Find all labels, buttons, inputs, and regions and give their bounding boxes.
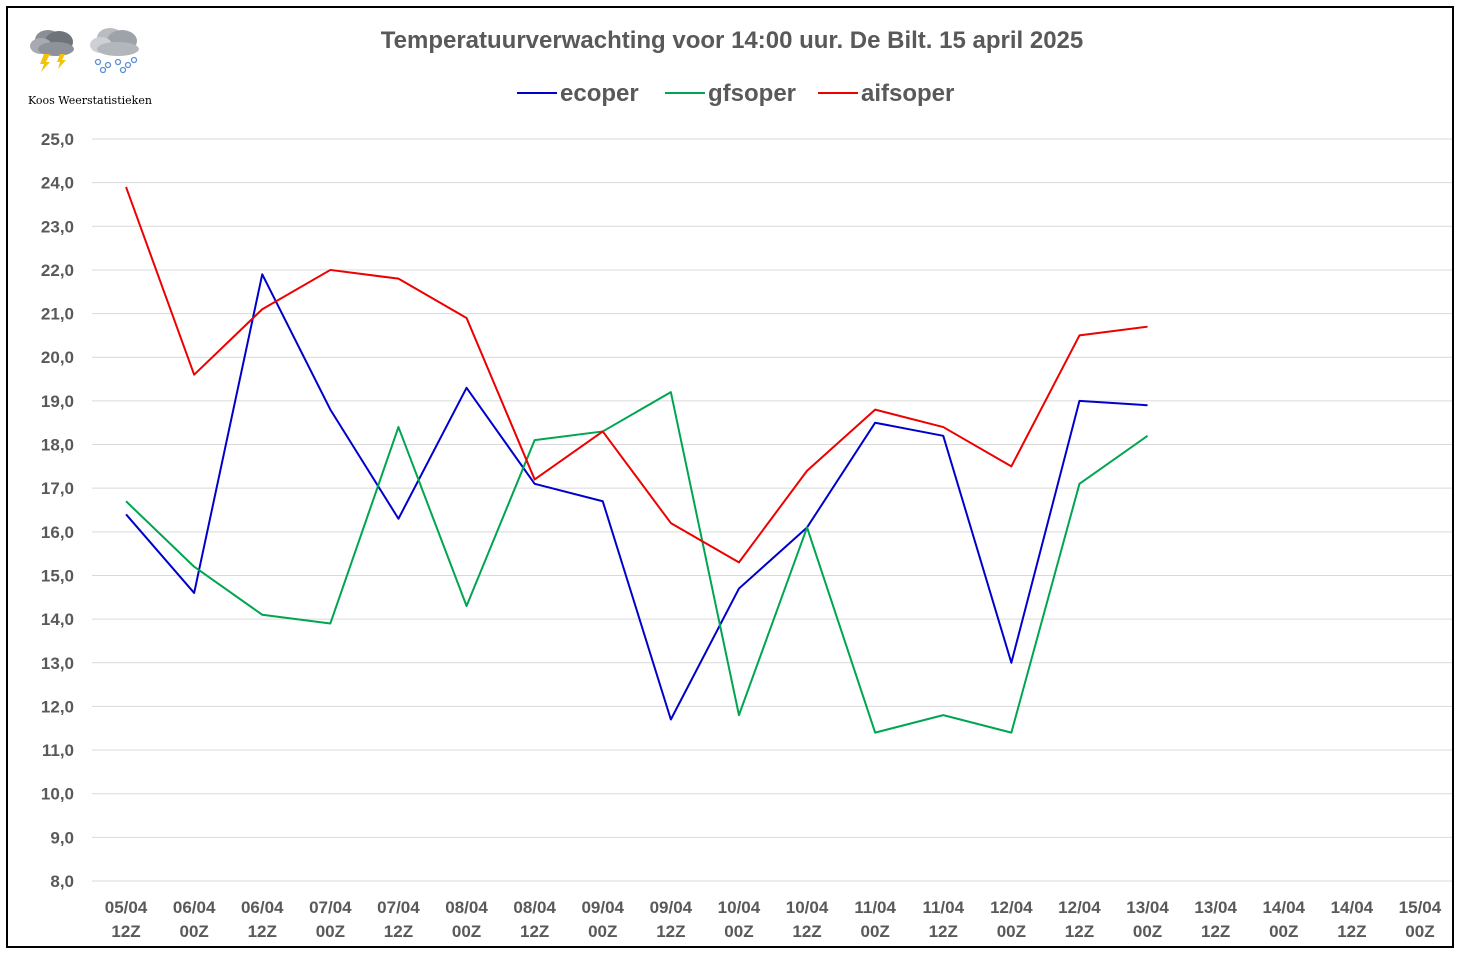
y-tick-label: 16,0	[41, 523, 74, 542]
x-tick-label: 08/04	[445, 898, 488, 917]
x-tick-label: 00Z	[180, 922, 209, 941]
y-tick-label: 9,0	[50, 828, 74, 847]
x-tick-label: 12Z	[1065, 922, 1094, 941]
x-tick-label: 13/04	[1194, 898, 1237, 917]
x-tick-label: 12Z	[111, 922, 140, 941]
series-line-aifsoper	[125, 186, 1148, 564]
x-tick-label: 00Z	[588, 922, 617, 941]
x-tick-label: 00Z	[861, 922, 890, 941]
x-tick-label: 13/04	[1126, 898, 1169, 917]
chart-frame: Koos Weerstatistieken Temperatuurverwach…	[6, 6, 1454, 948]
series-line-ecoper	[125, 273, 1148, 721]
x-tick-label: 00Z	[316, 922, 345, 941]
y-tick-label: 19,0	[41, 392, 74, 411]
y-tick-label: 18,0	[41, 436, 74, 455]
x-tick-label: 00Z	[1269, 922, 1298, 941]
x-axis-ticks: 05/04 12Z 06/04 00Z 06/04 12Z 07/04 00Z 07/04 12Z…	[105, 898, 1442, 941]
x-tick-label: 11/04	[922, 898, 964, 917]
y-tick-label: 21,0	[41, 305, 74, 324]
thunderstorm-cloud-icon	[26, 22, 80, 77]
legend: ecoper gfsoper aifsoper	[517, 80, 954, 107]
legend-label-ecoper: ecoper	[560, 80, 639, 107]
x-tick-label: 06/04	[241, 898, 284, 917]
x-tick-label: 12Z	[656, 922, 685, 941]
x-tick-label: 00Z	[1133, 922, 1162, 941]
legend-label-aifsoper: aifsoper	[861, 80, 954, 107]
x-tick-label: 11/04	[854, 898, 896, 917]
x-tick-label: 07/04	[377, 898, 420, 917]
chart-title: Temperatuurverwachting voor 14:00 uur. D…	[381, 27, 1083, 54]
legend-label-gfsoper: gfsoper	[708, 80, 796, 107]
x-tick-label: 00Z	[997, 922, 1026, 941]
x-tick-label: 07/04	[309, 898, 352, 917]
x-tick-label: 10/04	[718, 898, 761, 917]
x-tick-label: 12Z	[248, 922, 277, 941]
x-tick-label: 12Z	[1201, 922, 1230, 941]
x-tick-label: 00Z	[452, 922, 481, 941]
x-tick-label: 14/04	[1331, 898, 1374, 917]
logo-caption: Koos Weerstatistieken	[28, 94, 152, 107]
y-tick-label: 22,0	[41, 261, 74, 280]
x-tick-label: 09/04	[650, 898, 693, 917]
snow-cloud-icon	[86, 22, 146, 79]
y-tick-label: 25,0	[41, 130, 74, 149]
x-tick-label: 15/04	[1399, 898, 1442, 917]
x-tick-label: 10/04	[786, 898, 829, 917]
x-tick-label: 12Z	[520, 922, 549, 941]
y-tick-label: 17,0	[41, 479, 74, 498]
gridlines	[92, 138, 1452, 882]
y-tick-label: 11,0	[42, 741, 74, 760]
x-tick-label: 12Z	[1337, 922, 1366, 941]
x-tick-label: 00Z	[724, 922, 753, 941]
x-tick-label: 14/04	[1262, 898, 1305, 917]
y-tick-label: 13,0	[41, 654, 74, 673]
y-tick-label: 12,0	[41, 697, 74, 716]
x-tick-label: 09/04	[581, 898, 624, 917]
line-chart: Temperatuurverwachting voor 14:00 uur. D…	[41, 27, 1452, 941]
y-tick-label: 15,0	[41, 566, 74, 585]
y-tick-label: 8,0	[50, 872, 74, 891]
x-tick-label: 00Z	[1405, 922, 1434, 941]
series-line-gfsoper	[125, 391, 1149, 734]
y-tick-label: 23,0	[41, 217, 74, 236]
y-tick-label: 14,0	[41, 610, 74, 629]
x-tick-label: 12/04	[990, 898, 1033, 917]
x-tick-label: 12Z	[384, 922, 413, 941]
x-tick-label: 12Z	[929, 922, 958, 941]
y-tick-label: 24,0	[41, 174, 74, 193]
x-tick-label: 06/04	[173, 898, 216, 917]
x-tick-label: 12Z	[792, 922, 821, 941]
x-tick-label: 08/04	[513, 898, 556, 917]
y-axis-ticks: 8,0 9,0 10,0 11,0 12,0 13,0 14,0 15,0 16,0 17,0 18…	[41, 130, 74, 891]
x-tick-label: 05/04	[105, 898, 148, 917]
series-lines	[125, 186, 1149, 734]
y-tick-label: 20,0	[41, 348, 74, 367]
y-tick-label: 10,0	[41, 785, 74, 804]
x-tick-label: 12/04	[1058, 898, 1101, 917]
